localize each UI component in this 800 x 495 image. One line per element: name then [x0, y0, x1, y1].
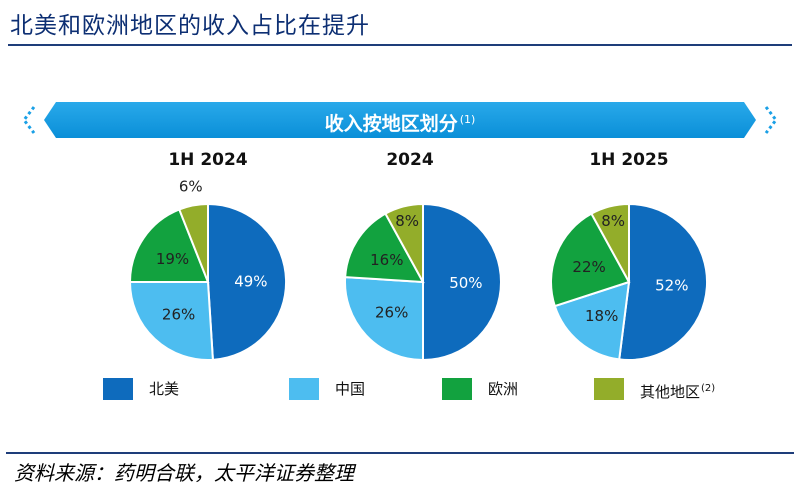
pie-label-2024-north-america: 50%: [449, 274, 482, 292]
pie-label-1h2024-other: 6%: [179, 178, 203, 196]
legend-label-china: 中国: [335, 380, 366, 398]
legend-swatch-europe: [442, 378, 472, 400]
pie-title-1h2024: 1H 2024: [168, 150, 248, 170]
pie-slice-2024-other: [384, 202, 424, 283]
pie-label-1h2025-europe: 22%: [572, 258, 605, 276]
source-divider: [6, 452, 794, 454]
legend-label-north-america: 北美: [149, 380, 180, 398]
pie-label-1h2024-china: 26%: [162, 305, 195, 323]
pie-label-2024-europe: 16%: [370, 251, 403, 269]
pie-slice-1h2024-other: [177, 202, 209, 283]
chart-banner: 收入按地区划分 (1): [44, 102, 756, 138]
title-divider: [8, 44, 792, 46]
pie-slice-1h2025-china: [553, 280, 631, 361]
pie-slice-1h2024-china: [128, 281, 214, 361]
pie-label-1h2025-north-america: 52%: [655, 277, 688, 295]
legend-swatch-china: [289, 378, 319, 400]
legend-label-other: 其他地区(2): [640, 383, 716, 401]
pie-label-2024-china: 26%: [375, 303, 408, 321]
pie-label-2024-other: 8%: [395, 212, 419, 230]
pie-label-1h2025-china: 18%: [585, 307, 618, 325]
legend-label-europe: 欧洲: [488, 380, 519, 398]
pie-title-2024: 2024: [386, 150, 434, 170]
banner-title: 收入按地区划分: [324, 113, 458, 135]
pie-slice-2024-north-america: [422, 202, 502, 362]
source-note: 资料来源：药明合联，太平洋证券整理: [14, 461, 354, 485]
pie-slice-1h2024-europe: [128, 208, 210, 283]
pie-slice-1h2024-north-america: [207, 202, 288, 361]
pie-slice-1h2025-north-america: [618, 202, 709, 361]
pie-label-1h2024-north-america: 49%: [234, 273, 267, 291]
page-title: 北美和欧洲地区的收入占比在提升: [10, 13, 370, 39]
pie-title-1h2025: 1H 2025: [589, 150, 669, 170]
pie-slice-1h2025-europe: [550, 212, 631, 308]
pie-slice-2024-europe: [344, 212, 425, 284]
pie-slice-1h2025-other: [590, 202, 630, 283]
pie-label-1h2024-europe: 19%: [156, 250, 189, 268]
pie-slice-2024-china: [344, 276, 424, 362]
pie-label-1h2025-other: 8%: [601, 212, 625, 230]
legend-note-other: (2): [701, 383, 716, 394]
legend-swatch-other: [594, 378, 624, 400]
legend-swatch-north-america: [103, 378, 133, 400]
banner-note: (1): [459, 113, 476, 126]
